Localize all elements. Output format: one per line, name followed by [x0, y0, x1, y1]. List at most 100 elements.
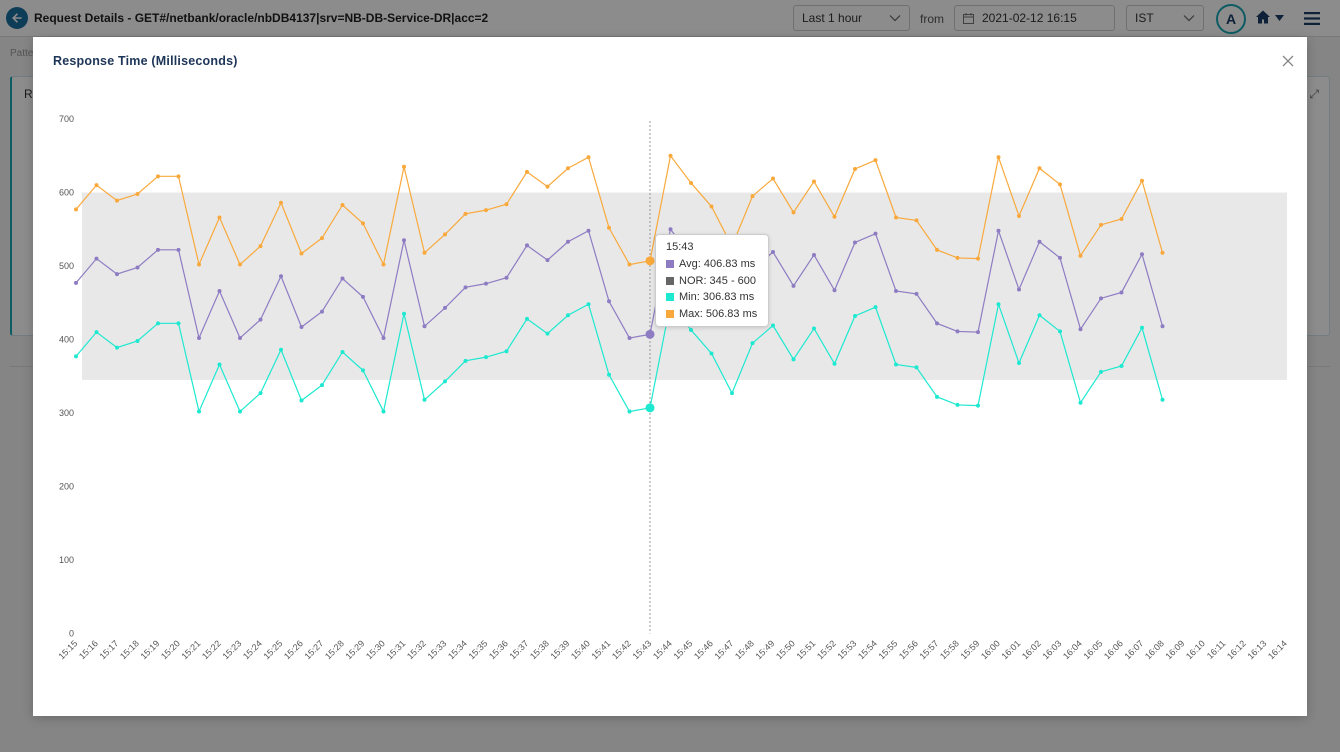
expand-icon[interactable]: ⤢ — [1309, 87, 1319, 101]
x-tick-label: 15:49 — [753, 638, 776, 661]
data-point-avg — [668, 227, 673, 232]
data-point-avg — [1058, 255, 1062, 260]
data-point-avg — [771, 250, 775, 255]
data-point-min — [976, 403, 980, 408]
data-point-max — [279, 200, 283, 205]
y-tick-label: 300 — [59, 408, 74, 418]
x-tick-label: 15:20 — [159, 638, 182, 661]
data-point-min — [607, 372, 611, 377]
data-point-avg — [1099, 296, 1103, 301]
data-point-max — [320, 236, 324, 241]
data-point-avg — [976, 330, 980, 335]
tooltip-time: 15:43 — [666, 241, 694, 253]
y-tick-label: 700 — [59, 114, 74, 124]
data-point-avg — [873, 231, 878, 236]
data-point-min — [645, 403, 655, 413]
data-point-max — [791, 210, 796, 215]
nor-swatch — [666, 276, 674, 285]
data-point-max — [935, 247, 939, 252]
data-point-max — [709, 204, 714, 209]
x-tick-label: 16:13 — [1245, 638, 1268, 661]
tooltip-nor: NOR: 345 - 600 — [679, 274, 757, 287]
data-point-avg — [258, 317, 263, 322]
data-point-min — [1160, 397, 1165, 402]
x-tick-label: 15:56 — [897, 638, 920, 661]
y-tick-label: 100 — [59, 555, 74, 565]
data-point-min — [176, 321, 181, 326]
data-point-max — [668, 153, 673, 158]
data-point-min — [955, 402, 960, 407]
chevron-down-icon[interactable] — [1275, 15, 1284, 21]
data-point-max — [914, 218, 919, 223]
data-point-avg — [115, 272, 119, 277]
data-point-min — [709, 351, 714, 356]
x-tick-label: 16:00 — [979, 638, 1002, 661]
data-point-max — [443, 232, 447, 237]
data-point-min — [832, 361, 837, 366]
x-tick-label: 15:26 — [282, 638, 305, 661]
data-point-max — [627, 262, 632, 267]
data-point-avg — [1140, 252, 1144, 257]
data-point-avg — [422, 324, 427, 329]
data-point-min — [996, 302, 1001, 307]
data-point-avg — [627, 336, 632, 341]
data-point-min — [299, 398, 304, 403]
avatar[interactable]: A — [1216, 4, 1246, 34]
data-point-min — [730, 391, 734, 396]
tooltip-min: Min: 306.83 ms — [679, 291, 755, 304]
x-tick-label: 16:07 — [1122, 638, 1145, 661]
data-point-min — [463, 358, 468, 363]
data-point-min — [381, 409, 386, 414]
max-swatch — [666, 309, 674, 318]
data-point-min — [1140, 325, 1144, 330]
x-tick-label: 15:18 — [118, 638, 141, 661]
x-tick-label: 16:10 — [1184, 638, 1207, 661]
data-point-max — [402, 164, 406, 169]
x-tick-label: 15:16 — [77, 638, 100, 661]
timezone-select[interactable]: IST — [1126, 5, 1204, 31]
data-point-max — [1119, 216, 1124, 221]
data-point-avg — [545, 258, 550, 263]
y-tick-label: 400 — [59, 335, 74, 345]
x-tick-label: 16:02 — [1020, 638, 1043, 661]
data-point-max — [771, 176, 775, 181]
data-point-max — [586, 155, 591, 160]
data-point-avg — [586, 228, 591, 233]
data-point-max — [689, 180, 693, 185]
data-point-avg — [894, 288, 898, 293]
x-tick-label: 15:19 — [138, 638, 161, 661]
data-point-min — [853, 313, 857, 318]
x-tick-label: 15:58 — [938, 638, 961, 661]
data-point-min — [894, 362, 898, 367]
menu-icon[interactable] — [1304, 12, 1320, 25]
y-tick-label: 0 — [69, 629, 74, 639]
data-point-avg — [443, 305, 447, 310]
data-point-min — [135, 338, 140, 343]
date-input[interactable]: 2021-02-12 16:15 — [954, 5, 1115, 31]
data-point-max — [1058, 182, 1062, 187]
back-arrow-icon[interactable] — [6, 7, 28, 29]
x-tick-label: 15:42 — [610, 638, 633, 661]
x-tick-label: 16:11 — [1205, 638, 1228, 661]
x-tick-label: 15:23 — [220, 638, 243, 661]
x-tick-label: 15:37 — [507, 638, 530, 661]
home-icon[interactable] — [1255, 9, 1271, 25]
x-tick-label: 15:22 — [200, 638, 223, 661]
data-point-min — [791, 357, 796, 362]
x-tick-label: 16:05 — [1081, 638, 1104, 661]
x-tick-label: 15:52 — [815, 638, 838, 661]
data-point-avg — [402, 238, 406, 243]
time-range-select[interactable]: Last 1 hour — [793, 5, 910, 31]
tooltip-avg: Avg: 406.83 ms — [679, 258, 756, 271]
data-point-avg — [135, 265, 140, 270]
x-tick-label: 15:28 — [323, 638, 346, 661]
pattern-label: Patte — [10, 48, 34, 59]
series-line-min — [75, 301, 1164, 414]
close-icon[interactable] — [1281, 54, 1295, 68]
x-tick-label: 15:33 — [425, 638, 448, 661]
data-point-avg — [607, 299, 611, 304]
data-point-max — [94, 183, 99, 188]
x-tick-label: 16:03 — [1040, 638, 1063, 661]
data-point-avg — [935, 321, 939, 326]
x-tick-label: 15:35 — [466, 638, 489, 661]
